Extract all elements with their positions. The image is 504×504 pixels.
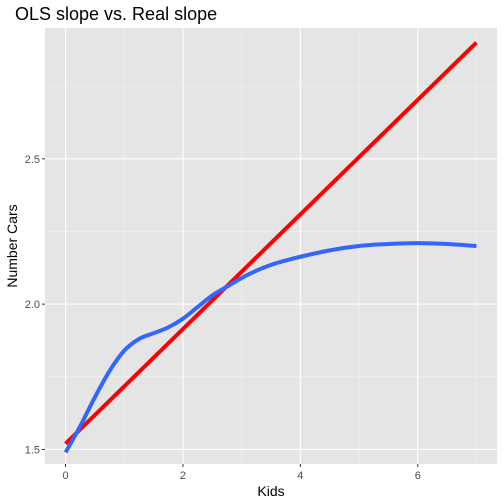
red-line-series xyxy=(64,41,478,446)
x-axis-title: Kids xyxy=(257,483,284,499)
x-tick-label: 6 xyxy=(415,470,421,482)
y-axis: 1.5 2.0 2.5 xyxy=(25,154,45,456)
x-tick-label: 2 xyxy=(180,470,186,482)
y-axis-title: Number Cars xyxy=(4,204,20,287)
y-tick-label: 2.0 xyxy=(25,299,40,311)
y-tick-label: 2.5 xyxy=(25,154,40,166)
x-tick-label: 4 xyxy=(297,470,303,482)
series-layer xyxy=(63,41,478,454)
x-axis: 0 2 4 6 xyxy=(62,464,421,482)
chart-title: OLS slope vs. Real slope xyxy=(15,4,217,24)
blue-curve-series xyxy=(63,241,477,454)
x-tick-label: 0 xyxy=(62,470,68,482)
y-tick-label: 1.5 xyxy=(25,444,40,456)
